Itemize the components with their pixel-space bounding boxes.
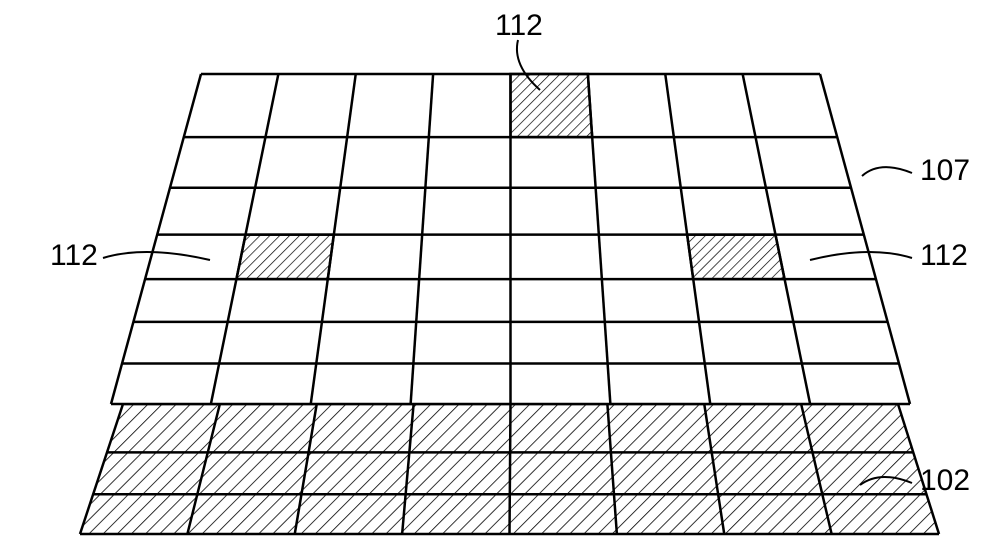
label-112-top: 112 bbox=[495, 9, 543, 42]
diagram-svg: 112 112 112 107 102 bbox=[0, 0, 1000, 560]
label-112-left: 112 bbox=[50, 239, 98, 272]
label-102: 102 bbox=[920, 464, 970, 497]
label-112-right: 112 bbox=[920, 239, 968, 272]
diagram-canvas: 112 112 112 107 102 bbox=[0, 0, 1000, 560]
lower-layer bbox=[80, 404, 939, 534]
label-107: 107 bbox=[920, 154, 970, 187]
